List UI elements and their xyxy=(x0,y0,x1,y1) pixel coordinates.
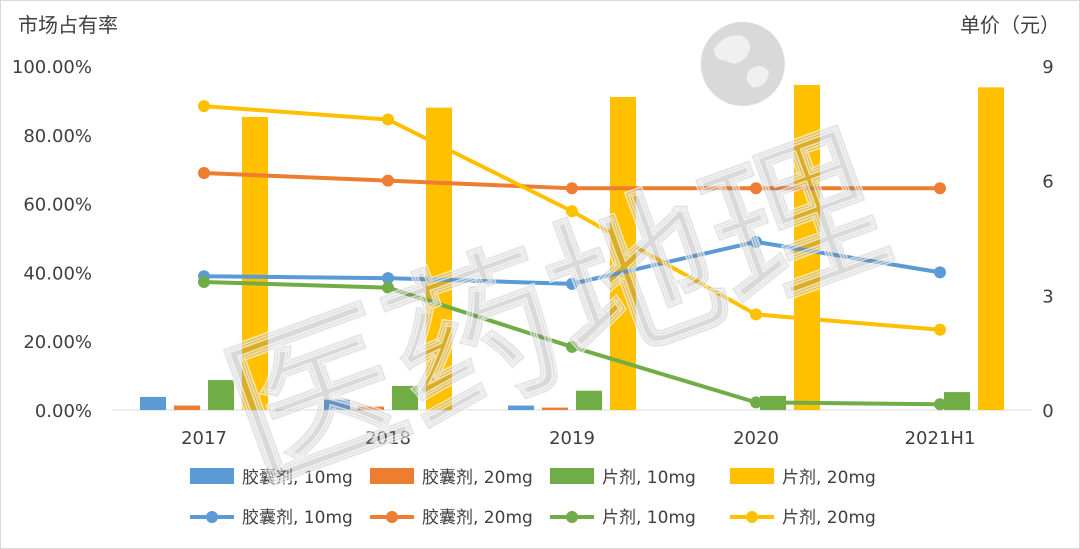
legend-bar-label: 胶囊剂, 20mg xyxy=(422,468,533,488)
line-point xyxy=(382,281,394,294)
x-tick-label: 2018 xyxy=(365,428,411,449)
line-point xyxy=(566,205,578,218)
legend-line-marker xyxy=(386,511,398,523)
bar xyxy=(542,407,568,410)
line-point xyxy=(566,340,578,353)
legend-line-marker xyxy=(206,511,218,523)
line-point xyxy=(198,100,210,113)
legend-bar-swatch xyxy=(730,468,774,484)
y-right-tick-label: 3 xyxy=(1042,286,1053,307)
y-left-tick-label: 0.00% xyxy=(35,401,92,422)
legend-line-label: 胶囊剂, 20mg xyxy=(422,508,533,528)
x-tick-label: 2019 xyxy=(549,428,595,449)
y-left-tick-label: 60.00% xyxy=(23,195,92,216)
line-point xyxy=(198,167,210,180)
bar xyxy=(208,380,234,410)
line-point xyxy=(934,323,946,336)
legend-bar-swatch xyxy=(190,468,234,484)
x-axis-ticks: 2017 2018 2019 2020 2021H1 xyxy=(181,428,975,449)
line-point xyxy=(750,308,762,321)
x-tick-label: 2021H1 xyxy=(905,428,976,449)
bar xyxy=(508,405,534,410)
legend-line-label: 片剂, 20mg xyxy=(782,508,876,528)
bar xyxy=(324,399,350,410)
bar xyxy=(978,87,1004,410)
bar xyxy=(426,107,452,411)
y-left-axis-title: 市场占有率 xyxy=(18,13,118,37)
y-left-ticks: 0.00% 20.00% 40.00% 60.00% 80.00% 100.00% xyxy=(12,57,92,422)
legend-bar-label: 片剂, 20mg xyxy=(782,468,876,488)
legend-line-label: 胶囊剂, 10mg xyxy=(242,508,353,528)
legend-line-marker xyxy=(566,511,578,523)
legend-bar-label: 片剂, 10mg xyxy=(602,468,696,488)
y-left-tick-label: 20.00% xyxy=(23,332,92,353)
line-point xyxy=(934,266,946,279)
x-tick-label: 2020 xyxy=(733,428,779,449)
line-point xyxy=(382,174,394,187)
bar xyxy=(140,396,166,410)
line-point xyxy=(566,277,578,290)
y-right-tick-label: 9 xyxy=(1042,57,1053,78)
y-left-tick-label: 80.00% xyxy=(23,126,92,147)
line-point xyxy=(198,275,210,288)
bar xyxy=(392,385,418,410)
globe-icon xyxy=(700,21,785,106)
line-point xyxy=(934,398,946,411)
legend-line-label: 片剂, 10mg xyxy=(602,508,696,528)
line-point xyxy=(566,182,578,195)
line-point xyxy=(750,235,762,248)
line-point xyxy=(382,113,394,126)
y-right-ticks: 0 3 6 9 xyxy=(1042,57,1053,422)
legend-bar-label: 胶囊剂, 10mg xyxy=(242,468,353,488)
x-tick-label: 2017 xyxy=(181,428,227,449)
bar xyxy=(944,392,970,410)
line-point xyxy=(750,182,762,195)
bar xyxy=(358,406,384,410)
line-series-group xyxy=(198,100,946,411)
legend: 胶囊剂, 10mg 胶囊剂, 20mg 片剂, 10mg 片剂, 20mg 胶囊剂, 1… xyxy=(190,468,876,528)
y-right-tick-label: 6 xyxy=(1042,172,1053,193)
line-point xyxy=(382,272,394,285)
y-right-tick-label: 0 xyxy=(1042,401,1053,422)
bar xyxy=(174,405,200,410)
y-left-tick-label: 40.00% xyxy=(23,263,92,284)
legend-bar-swatch xyxy=(370,468,414,484)
bar xyxy=(242,116,268,411)
legend-bar-swatch xyxy=(550,468,594,484)
line-point xyxy=(934,182,946,195)
line-point xyxy=(750,396,762,409)
legend-line-marker xyxy=(746,511,758,523)
bar xyxy=(576,390,602,410)
y-left-tick-label: 100.00% xyxy=(12,57,92,78)
y-right-axis-title: 单价（元） xyxy=(960,13,1060,37)
